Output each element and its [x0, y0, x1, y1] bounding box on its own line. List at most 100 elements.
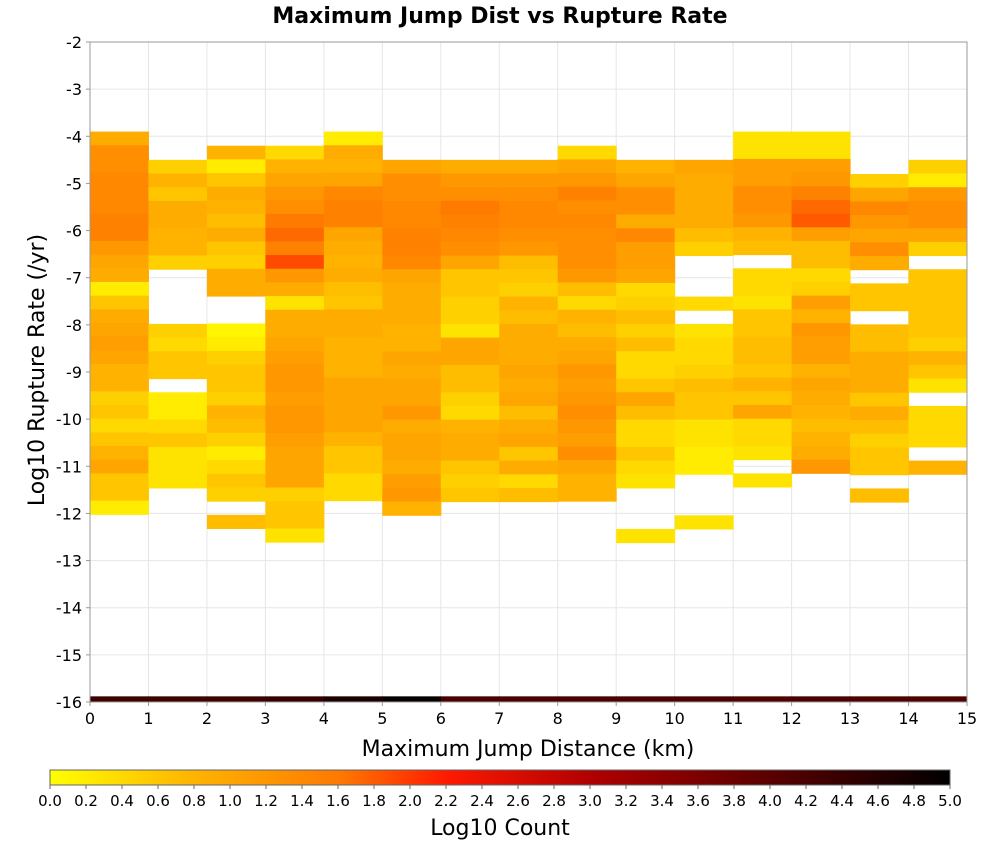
colorbar-tick-label: 3.6 — [686, 792, 710, 810]
heatmap-cell — [791, 363, 851, 379]
heatmap-cell — [148, 241, 208, 257]
heatmap-cell — [733, 446, 793, 461]
heatmap-cell — [733, 322, 793, 338]
x-tick-label: 9 — [611, 709, 621, 728]
heatmap-cell — [499, 310, 559, 325]
y-axis-label: Log10 Rupture Rate (/yr) — [25, 234, 50, 506]
heatmap-cell — [440, 296, 500, 311]
heatmap-cell — [557, 487, 617, 502]
chart-title: Maximum Jump Dist vs Rupture Rate — [272, 4, 727, 29]
heatmap-cell — [382, 474, 442, 489]
heatmap-cell — [265, 186, 325, 201]
heatmap-cell — [323, 295, 383, 310]
heatmap-cell-bottom — [616, 696, 676, 702]
x-axis-label: Maximum Jump Distance (km) — [362, 737, 695, 762]
colorbar-ticks: 0.0 0.2 0.4 0.6 0.8 1.0 1.2 1.4 1.6 1.8 2.0 2.2 2.4 2… — [38, 785, 962, 810]
heatmap-cell — [265, 446, 325, 461]
heatmap-cell — [616, 241, 676, 257]
heatmap-cell — [791, 172, 851, 187]
heatmap-cell — [674, 364, 734, 380]
heatmap-cell — [90, 473, 149, 488]
heatmap-cell — [908, 351, 968, 366]
colorbar-tick-label: 1.0 — [218, 792, 242, 810]
heatmap-cell — [382, 392, 442, 407]
heatmap-cell — [733, 350, 793, 365]
heatmap-cell — [557, 337, 617, 352]
heatmap-cell — [323, 432, 383, 447]
heatmap-cell — [733, 473, 793, 488]
heatmap-cell — [148, 433, 208, 448]
heatmap-cell — [674, 433, 734, 448]
heatmap-cell — [323, 309, 383, 324]
heatmap-cell — [791, 186, 851, 201]
heatmap-cell — [265, 296, 325, 311]
heatmap-cell — [323, 240, 383, 256]
heatmap-cell — [90, 377, 149, 392]
heatmap-cell — [674, 241, 734, 257]
heatmap-cell-bottom — [382, 696, 442, 702]
heatmap-cell — [908, 282, 968, 298]
heatmap-cell — [382, 351, 442, 366]
heatmap-cell — [148, 337, 208, 352]
heatmap-cell — [265, 460, 325, 475]
heatmap-cell — [148, 446, 208, 462]
heatmap-cell — [90, 459, 149, 474]
heatmap-cell — [908, 200, 968, 216]
heatmap-cell — [733, 418, 793, 433]
heatmap-cell — [557, 145, 617, 160]
heatmap-cell — [148, 228, 208, 243]
heatmap-cell — [90, 500, 149, 515]
heatmap-cell — [440, 173, 500, 188]
heatmap-cell — [323, 391, 383, 406]
heatmap-cell — [90, 336, 149, 351]
heatmap-cell — [908, 214, 968, 229]
heatmap-cell — [440, 200, 500, 216]
heatmap-cell — [382, 159, 442, 175]
heatmap-cell — [499, 392, 559, 407]
heatmap-cell — [148, 159, 208, 175]
heatmap-cell — [206, 378, 266, 393]
heatmap-cell — [791, 446, 851, 461]
heatmap-cell — [90, 487, 149, 502]
heatmap-cell — [791, 131, 851, 146]
heatmap-cell — [206, 391, 266, 406]
heatmap-cell — [323, 131, 383, 146]
heatmap-cell — [557, 378, 617, 393]
heatmap-cell — [850, 338, 910, 353]
colorbar-tick-label: 4.2 — [794, 792, 818, 810]
heatmap-cell — [90, 405, 149, 420]
heatmap-cell — [733, 172, 793, 187]
x-tick-label: 0 — [85, 709, 95, 728]
heatmap-cell — [148, 474, 208, 489]
heatmap-cell — [265, 514, 325, 530]
heatmap-cell — [733, 391, 793, 406]
heatmap-cell — [616, 419, 676, 434]
heatmap-cell — [265, 227, 325, 242]
heatmap-cell — [148, 419, 208, 434]
heatmap-cell — [382, 282, 442, 298]
heatmap-cell — [148, 364, 208, 380]
heatmap-cell — [557, 432, 617, 447]
heatmap-cell — [674, 392, 734, 407]
x-tick-label: 14 — [898, 709, 918, 728]
colorbar-tick-label: 0.8 — [182, 792, 206, 810]
heatmap-cell — [265, 378, 325, 393]
heatmap-cell — [499, 282, 559, 298]
heatmap-cell — [323, 446, 383, 461]
heatmap-cell — [499, 364, 559, 380]
colorbar-tick-label: 4.0 — [758, 792, 782, 810]
y-tick-label: -10 — [56, 410, 82, 429]
heatmap-cell — [499, 200, 559, 216]
heatmap-cell — [440, 378, 500, 393]
heatmap-cell — [265, 419, 325, 434]
heatmap-cell — [440, 228, 500, 243]
heatmap-cell — [791, 281, 851, 297]
x-tick-label: 1 — [143, 709, 153, 728]
heatmap-cell — [850, 174, 910, 189]
heatmap-cell — [616, 282, 676, 298]
heatmap-cell — [616, 269, 676, 284]
heatmap-cell — [733, 281, 793, 297]
heatmap-cell — [557, 460, 617, 475]
heatmap-cell-bottom — [265, 696, 325, 702]
heatmap-cell — [323, 377, 383, 392]
